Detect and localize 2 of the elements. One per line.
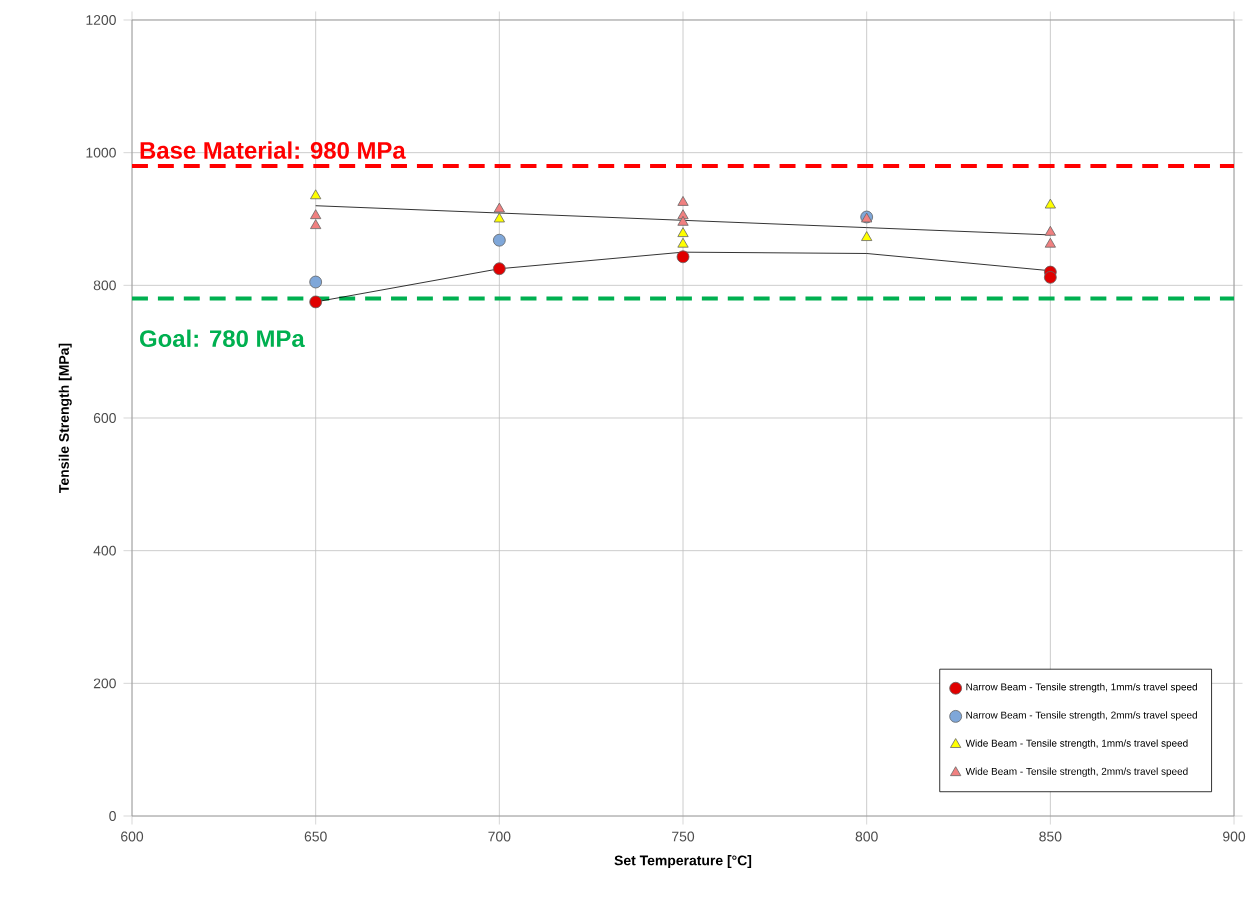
ref-line-label: Base Material: 980 MPa	[140, 141, 406, 159]
ref-line-label: Goal: 780 MPa	[140, 329, 305, 348]
